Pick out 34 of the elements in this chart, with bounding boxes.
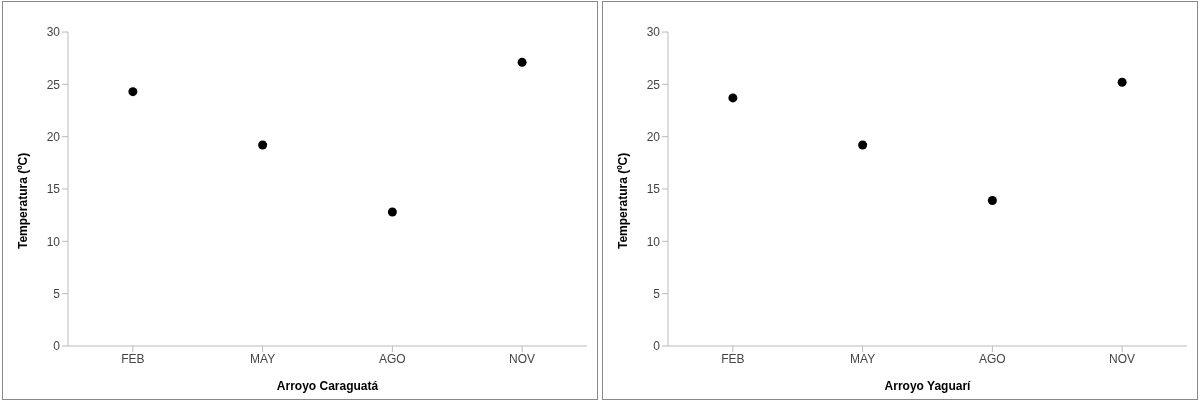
- x-tick-label: AGO: [979, 351, 1006, 366]
- y-tick-label: 10: [46, 234, 61, 249]
- y-tick-label: 5: [653, 286, 661, 301]
- y-tick-label: 15: [646, 182, 661, 197]
- point: [258, 140, 268, 150]
- x-tick-label: FEB: [121, 351, 145, 366]
- y-tick-label: 0: [653, 339, 661, 354]
- point: [987, 196, 997, 206]
- y-tick-label: 0: [53, 339, 61, 354]
- y-axis-title: Temperatura (ºC): [16, 152, 31, 249]
- y-tick-label: 20: [46, 129, 61, 144]
- x-tick-label: MAY: [250, 351, 276, 366]
- x-tick-label: NOV: [509, 351, 536, 366]
- x-tick-label: FEB: [721, 351, 745, 366]
- y-tick-label: 5: [53, 286, 61, 301]
- point: [1117, 77, 1127, 87]
- x-tick-label: MAY: [850, 351, 876, 366]
- y-tick-label: 30: [646, 25, 661, 40]
- x-tick-label: AGO: [379, 351, 406, 366]
- y-tick-label: 10: [646, 234, 661, 249]
- x-tick-label: NOV: [1109, 351, 1136, 366]
- y-tick-label: 15: [46, 182, 61, 197]
- point: [128, 87, 138, 97]
- point: [728, 93, 738, 103]
- y-tick-label: 30: [46, 25, 61, 40]
- point: [517, 57, 527, 67]
- x-axis-title: Arroyo Yaguarí: [884, 379, 972, 393]
- y-tick-label: 25: [646, 77, 661, 92]
- point: [387, 207, 397, 217]
- y-tick-label: 25: [46, 77, 61, 92]
- x-axis-title: Arroyo Caraguatá: [276, 379, 379, 393]
- point: [858, 140, 868, 150]
- y-tick-label: 20: [646, 129, 661, 144]
- y-axis-title: Temperatura (ºC): [616, 152, 631, 249]
